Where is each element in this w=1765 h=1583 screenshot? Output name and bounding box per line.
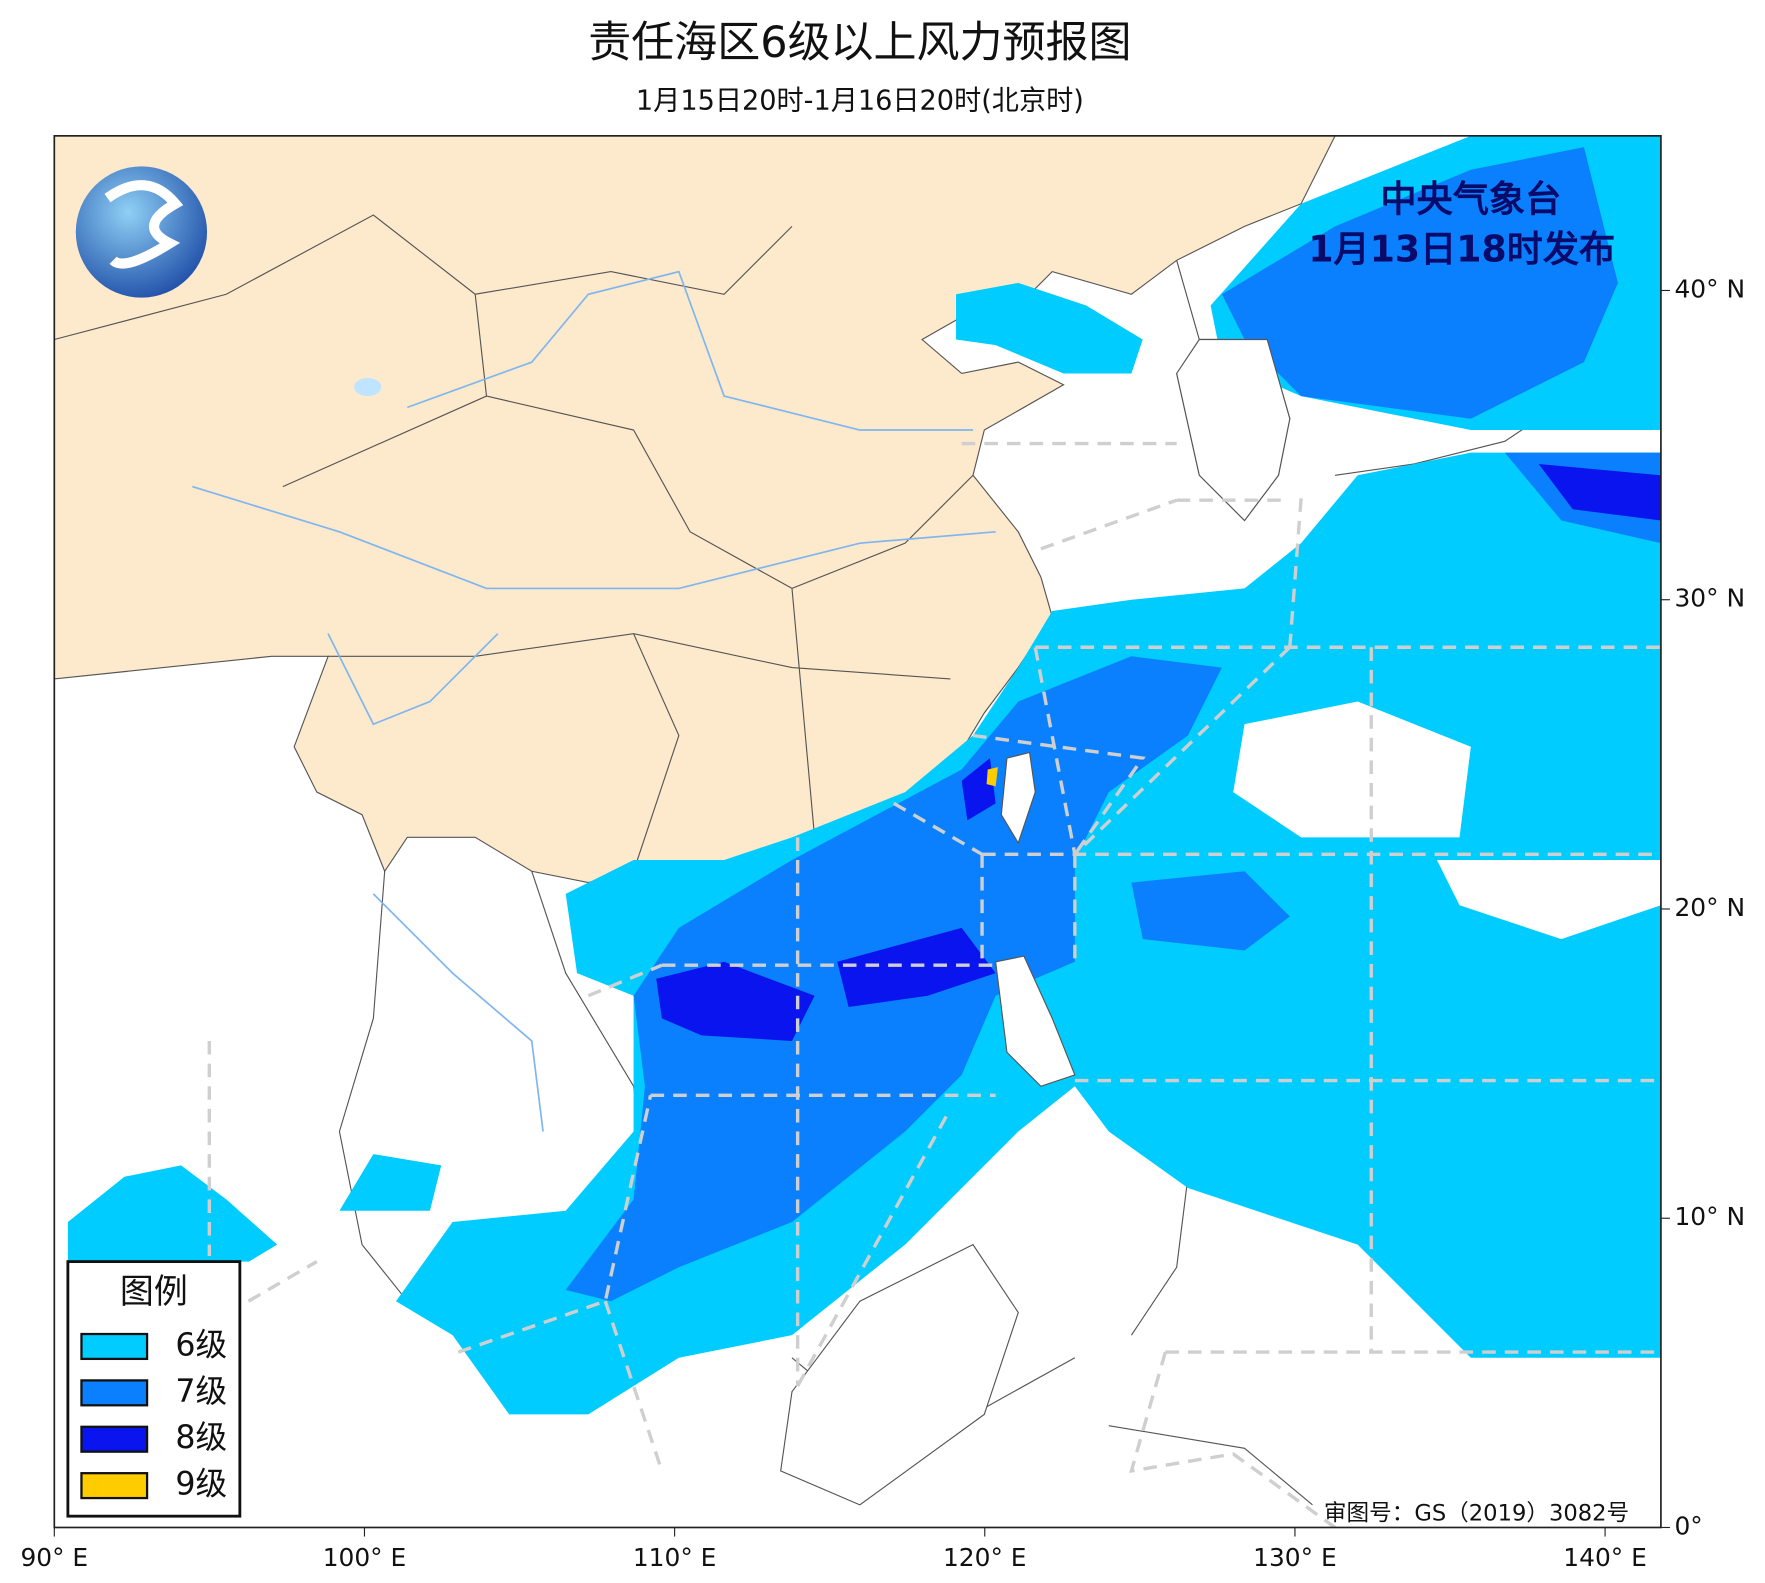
y-tick-label: 0° [1674,1511,1702,1540]
sea-zone-lines [207,441,1661,1528]
wind-area-6 [67,1165,278,1268]
wind-area-9 [986,767,998,787]
legend-label: 7级 [175,1374,227,1410]
rivers [192,270,996,1132]
legend: 图例 6级 7级 8级 9级 [66,1260,242,1518]
title: 责任海区6级以上风力预报图 [588,18,1131,68]
lake [354,377,382,397]
land-china [54,135,1336,895]
calm-area [1233,701,1471,838]
legend-label: 6级 [175,1327,227,1363]
wind-area-8 [837,927,996,1008]
y-tick-label: 40° N [1674,274,1745,303]
map-body [54,135,1661,1528]
wind-area-8 [961,758,996,821]
legend-swatch [80,1425,149,1453]
wind-area-6 [339,1154,442,1211]
x-tick-label: 110° E [633,1543,717,1572]
subtitle: 1月15日20时-1月16日20时(北京时) [636,85,1084,116]
y-tick-label: 10° N [1674,1202,1745,1231]
map-frame [53,134,1662,1529]
land-taiwan [1000,751,1036,845]
x-tick-label: 140° E [1563,1543,1647,1572]
legend-title: 图例 [120,1272,188,1312]
logo [75,166,208,298]
x-tick-label: 130° E [1253,1543,1337,1572]
wind-area-7 [1221,147,1618,419]
wind-area-8 [1538,463,1661,521]
calm-area [1436,859,1661,940]
legend-label: 8级 [175,1420,227,1456]
legend-swatch [80,1332,149,1361]
y-tick-label: 20° N [1674,893,1745,922]
x-tick-label: 90° E [20,1543,88,1572]
logo-mark [104,180,184,269]
issuer: 中央气象台 [1380,177,1561,220]
legend-swatch [80,1379,149,1407]
land-korea [1176,338,1291,522]
wind-area-8 [656,961,815,1041]
y-tick-label: 30° N [1674,584,1745,613]
x-tick-label: 100° E [323,1543,407,1572]
legend-swatch [80,1472,149,1500]
wind-area-6 [956,282,1143,374]
review-number: 审图号：GS（2019）3082号 [1324,1500,1629,1526]
land-luzon [995,955,1076,1087]
wind-area-7 [1131,871,1290,951]
issue-time: 1月13日18时发布 [1308,227,1615,270]
legend-label: 9级 [175,1467,227,1503]
land-borneo [780,1243,1019,1506]
x-tick-label: 120° E [943,1543,1027,1572]
